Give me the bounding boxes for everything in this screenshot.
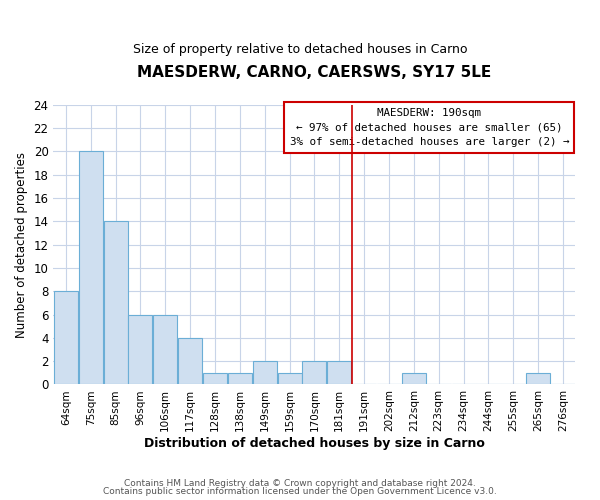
Bar	[327, 361, 352, 384]
Bar	[228, 373, 252, 384]
Text: Contains HM Land Registry data © Crown copyright and database right 2024.: Contains HM Land Registry data © Crown c…	[124, 478, 476, 488]
Bar	[302, 361, 326, 384]
Bar	[253, 361, 277, 384]
Bar	[104, 222, 128, 384]
Y-axis label: Number of detached properties: Number of detached properties	[15, 152, 28, 338]
Bar	[54, 291, 78, 384]
Bar	[178, 338, 202, 384]
Text: Size of property relative to detached houses in Carno: Size of property relative to detached ho…	[133, 42, 467, 56]
Title: MAESDERW, CARNO, CAERSWS, SY17 5LE: MAESDERW, CARNO, CAERSWS, SY17 5LE	[137, 65, 491, 80]
Text: MAESDERW: 190sqm
← 97% of detached houses are smaller (65)
3% of semi-detached h: MAESDERW: 190sqm ← 97% of detached house…	[290, 108, 569, 147]
Bar	[526, 373, 550, 384]
Bar	[79, 152, 103, 384]
X-axis label: Distribution of detached houses by size in Carno: Distribution of detached houses by size …	[144, 437, 485, 450]
Bar	[153, 314, 178, 384]
Text: Contains public sector information licensed under the Open Government Licence v3: Contains public sector information licen…	[103, 487, 497, 496]
Bar	[203, 373, 227, 384]
Bar	[128, 314, 152, 384]
Bar	[278, 373, 302, 384]
Bar	[402, 373, 426, 384]
